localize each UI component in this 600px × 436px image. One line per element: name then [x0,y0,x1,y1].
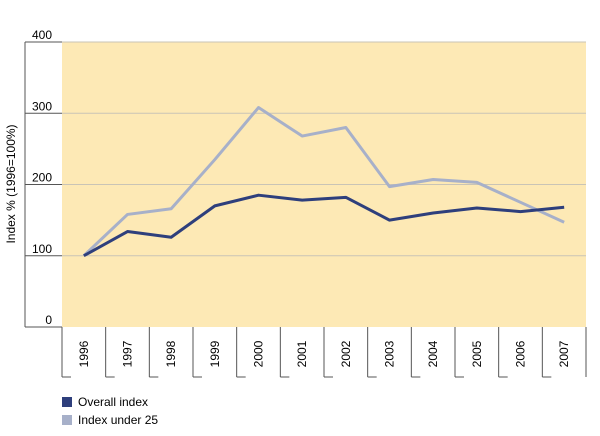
gridlines [62,41,586,257]
x-tick-label-2007: 2007 [557,340,571,367]
legend-label-index-under-25: Index under 25 [78,413,159,427]
x-tick-label-2003: 2003 [383,340,397,367]
x-tick-label-1996: 1996 [77,340,91,367]
y-tick-label-100: 100 [32,242,52,256]
x-tick-label-2000: 2000 [252,340,266,367]
y-tick-label-300: 300 [32,99,52,113]
x-tick-label-1999: 1999 [208,340,222,367]
x-tick-label-1998: 1998 [164,340,178,367]
legend-item-overall-index: Overall index [62,393,158,411]
x-tick-label-2005: 2005 [470,340,484,367]
legend-swatch-overall-index [62,397,72,407]
legend-swatch-index-under-25 [62,415,72,425]
y-axis: 0 100 200 300 400 [24,28,62,328]
y-tick-label-0: 0 [45,313,52,327]
y-tick-label-400: 400 [32,28,52,42]
legend-label-overall-index: Overall index [78,395,149,409]
y-tick-label-200: 200 [32,171,52,185]
x-tick-label-2001: 2001 [295,340,309,367]
series-lines [82,106,565,258]
legend: Overall index Index under 25 [62,393,158,429]
y-axis-label: Index % (1996=100%) [4,124,18,243]
x-tick-label-2004: 2004 [426,340,440,367]
x-tick-label-2002: 2002 [339,340,353,367]
x-axis: 1996 1997 1998 1999 2000 2001 2002 2003 2004 2005… [61,327,587,378]
series-line-index-under-25 [82,106,565,257]
legend-item-index-under-25: Index under 25 [62,411,158,429]
x-tick-label-2006: 2006 [514,340,528,367]
series-line-overall-index [83,193,565,258]
x-tick-label-1997: 1997 [121,340,135,367]
